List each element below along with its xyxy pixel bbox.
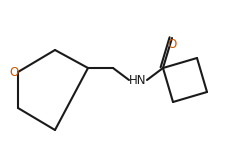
Text: HN: HN [129, 73, 147, 86]
Text: O: O [9, 66, 19, 79]
Text: O: O [167, 39, 177, 52]
